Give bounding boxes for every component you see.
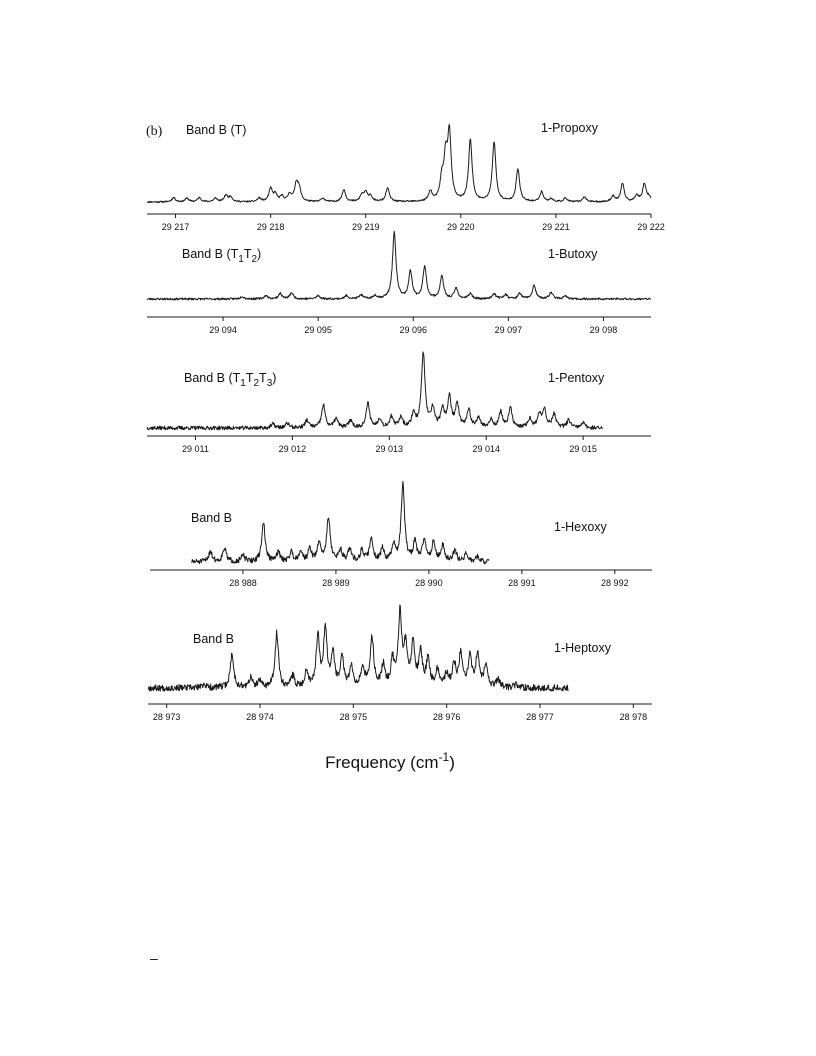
x-axis-label-main: Frequency (cm	[325, 753, 438, 772]
x-axis-label: Frequency (cm-1)	[325, 750, 455, 772]
molecule-label: 1-Pentoxy	[548, 371, 605, 385]
band-label: Band B (T1T2)	[182, 247, 261, 265]
molecule-label: 1-Hexoxy	[554, 520, 608, 534]
x-tick-label: 29 012	[279, 444, 307, 454]
spectrum-trace	[191, 480, 490, 565]
x-tick-label: 29 014	[472, 444, 500, 454]
x-tick-label: 29 222	[637, 222, 665, 232]
spectrum-trace	[146, 123, 652, 203]
x-tick-label: 28 988	[229, 578, 257, 588]
x-tick-label: 29 094	[209, 325, 237, 335]
x-tick-label: 28 992	[601, 578, 629, 588]
spectrum-panel-1-propoxy: 29 217 29 218 29 219 29 220 29 221 29 222 Band…	[146, 121, 665, 232]
spectrum-panel-1-hexoxy: 28 988 28 989 28 990 28 991 28 992 Band B 1-He…	[150, 480, 652, 588]
band-label: Band B	[193, 632, 234, 646]
band-label-subscript: 1	[238, 254, 244, 265]
spectrum-trace	[146, 351, 603, 431]
x-tick-label: 28 974	[246, 712, 274, 722]
panel-letter: (b)	[146, 124, 163, 139]
band-label: Band B	[191, 511, 232, 525]
x-tick-label: 29 218	[257, 222, 285, 232]
x-tick-label: 29 013	[376, 444, 404, 454]
band-label-subscript: 2	[253, 378, 259, 389]
band-label-part: Band B (T)	[186, 123, 246, 137]
x-tick-label: 28 978	[620, 712, 648, 722]
band-label-part: )	[272, 371, 276, 385]
x-tick-label: 29 098	[590, 325, 618, 335]
x-tick-label: 29 097	[495, 325, 523, 335]
band-label-subscript: 3	[267, 378, 273, 389]
molecule-label: 1-Propoxy	[541, 121, 599, 135]
x-axis-label-tail: )	[449, 753, 455, 772]
band-label-subscript: 1	[240, 378, 246, 389]
band-label-part: Band B (T	[184, 371, 241, 385]
molecule-label: 1-Heptoxy	[554, 641, 612, 655]
x-tick-label: 28 973	[153, 712, 181, 722]
x-tick-label: 29 220	[447, 222, 475, 232]
x-tick-label: 29 096	[399, 325, 427, 335]
x-tick-label: 28 990	[415, 578, 443, 588]
band-label-subscript: 2	[251, 254, 257, 265]
spectrum-panels: 29 217 29 218 29 219 29 220 29 221 29 222 Band…	[146, 121, 665, 722]
x-tick-label: 28 976	[433, 712, 461, 722]
band-label-part: )	[257, 247, 261, 261]
band-label: Band B (T1T2T3)	[184, 371, 276, 389]
molecule-label: 1-Butoxy	[548, 247, 598, 261]
x-tick-label: 29 219	[352, 222, 380, 232]
band-label: Band B (T)	[186, 123, 246, 137]
x-tick-label: 29 221	[542, 222, 570, 232]
spectrum-trace	[146, 230, 652, 301]
band-label-part: Band B	[191, 511, 232, 525]
band-label-part: T	[259, 371, 267, 385]
spectrum-trace	[147, 604, 569, 692]
band-label-part: T	[244, 247, 252, 261]
x-tick-label: 29 095	[304, 325, 332, 335]
x-tick-label: 28 977	[526, 712, 554, 722]
x-tick-label: 28 989	[322, 578, 350, 588]
x-tick-label: 29 015	[569, 444, 597, 454]
x-tick-label: 29 217	[162, 222, 190, 232]
spectrum-panel-1-heptoxy: 28 973 28 974 28 975 28 976 28 977 28 978 Band…	[147, 604, 652, 722]
band-label-part: T	[246, 371, 254, 385]
page-mark: –	[150, 950, 158, 966]
band-label-part: Band B	[193, 632, 234, 646]
x-tick-label: 29 011	[182, 444, 209, 454]
x-tick-label: 28 975	[340, 712, 368, 722]
x-axis-label-superscript: -1	[439, 750, 450, 764]
band-label-part: Band B (T	[182, 247, 239, 261]
x-tick-label: 28 991	[508, 578, 536, 588]
